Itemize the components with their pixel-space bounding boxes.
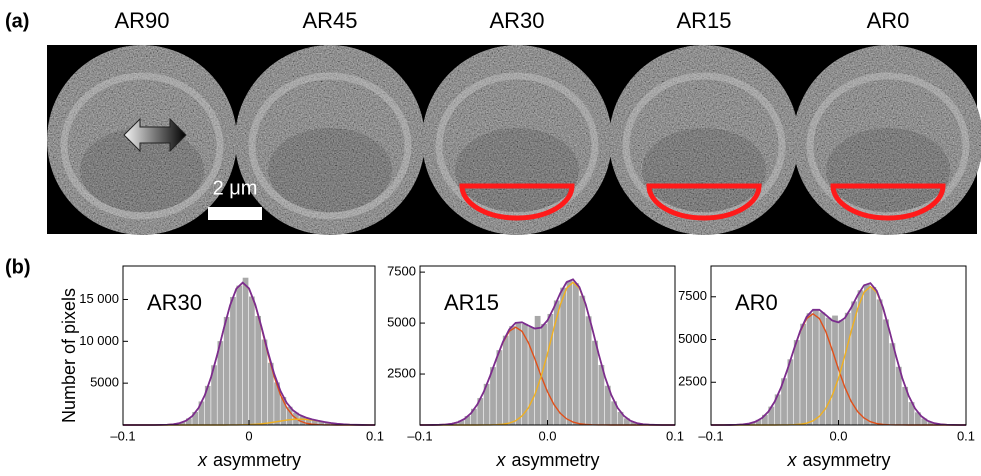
y-tick-label: 2500 — [387, 365, 416, 380]
x-axis-label: asymmetry — [803, 450, 891, 470]
histogram-bar — [560, 288, 566, 425]
histogram-bar — [877, 299, 883, 425]
histogram-bar — [845, 313, 851, 425]
x-axis-label: asymmetry — [512, 450, 600, 470]
x-axis-variable: x — [496, 450, 507, 470]
histogram-bar — [497, 350, 503, 425]
image-shadow — [826, 128, 950, 212]
histogram-bar — [243, 278, 249, 425]
scale-bar — [208, 207, 262, 220]
y-tick-label: 15 000 — [79, 291, 119, 306]
histogram-bar — [586, 316, 592, 425]
histogram-bar — [813, 310, 819, 425]
histogram-bar — [807, 313, 813, 425]
image-shadow — [268, 128, 392, 212]
x-tick-label: 0 — [245, 428, 252, 443]
annotation: AR0 — [735, 290, 778, 315]
x-tick-label: 0.0 — [538, 428, 556, 443]
annotation: AR15 — [444, 290, 499, 315]
panel-label: (a) — [5, 10, 29, 32]
figure: (a) (b) 2 μm AR90 AR45 AR30 AR15 AR0 –0.1 0 0.1… — [0, 0, 981, 476]
histogram-bar — [579, 296, 585, 425]
histogram-bar — [503, 336, 509, 425]
histogram-bar — [870, 287, 876, 425]
histogram-bar — [262, 340, 268, 425]
histogram-bar — [516, 323, 522, 425]
page: (a) (b) 2 μm AR90 AR45 AR30 AR15 AR0 –0.1 0 0.1… — [0, 0, 981, 476]
histogram-bar — [548, 314, 554, 425]
histogram-bar — [832, 316, 838, 425]
y-tick-label: 5000 — [678, 331, 707, 346]
histogram-bar — [236, 286, 242, 425]
panel-label: (b) — [5, 256, 31, 278]
x-tick-label: –0.1 — [407, 428, 432, 443]
x-tick-label: 0.1 — [957, 428, 975, 443]
histogram-chart: –0.1 0 0.1 5000 10 000 15 000 AR30 xasymmetry Nu… — [59, 266, 384, 470]
histogram-bar — [230, 297, 236, 425]
y-tick-label: 5000 — [90, 375, 119, 390]
y-tick-label: 5000 — [387, 315, 416, 330]
histogram-bar — [890, 343, 896, 425]
histogram-bar — [794, 340, 800, 425]
x-axis-label: asymmetry — [213, 450, 301, 470]
histogram-bar — [509, 326, 515, 425]
image-title: AR30 — [489, 8, 544, 33]
image-row — [47, 45, 981, 235]
y-tick-label: 7500 — [678, 288, 707, 303]
histogram-bar — [864, 284, 870, 425]
image-shadow — [642, 128, 766, 212]
histogram-bar — [592, 341, 598, 425]
histogram-bar — [249, 297, 255, 425]
histogram-bar — [224, 317, 230, 425]
x-axis-variable: x — [787, 450, 798, 470]
histogram-bar — [528, 327, 534, 425]
image-shadow — [455, 128, 579, 212]
histogram-bar — [800, 324, 806, 425]
x-axis-variable: x — [197, 450, 208, 470]
image-title: AR45 — [302, 8, 357, 33]
y-axis-label: Number of pixels — [59, 288, 79, 423]
y-tick-label: 7500 — [387, 264, 416, 279]
x-tick-label: 0.1 — [666, 428, 684, 443]
histogram-bar — [255, 316, 261, 425]
image-title: AR15 — [676, 8, 731, 33]
y-tick-label: 2500 — [678, 374, 707, 389]
x-tick-label: –0.1 — [110, 428, 135, 443]
x-tick-label: 0.0 — [829, 428, 847, 443]
histogram-bar — [567, 281, 573, 425]
x-tick-label: 0.1 — [366, 428, 384, 443]
histogram-bar — [573, 283, 579, 425]
image-title: AR0 — [867, 8, 910, 33]
image-title: AR90 — [114, 8, 169, 33]
annotation: AR30 — [147, 290, 202, 315]
histogram-bar — [883, 319, 889, 425]
histogram-bar — [858, 290, 864, 425]
x-tick-label: –0.1 — [698, 428, 723, 443]
scale-bar-label: 2 μm — [213, 177, 258, 199]
y-tick-label: 10 000 — [79, 333, 119, 348]
